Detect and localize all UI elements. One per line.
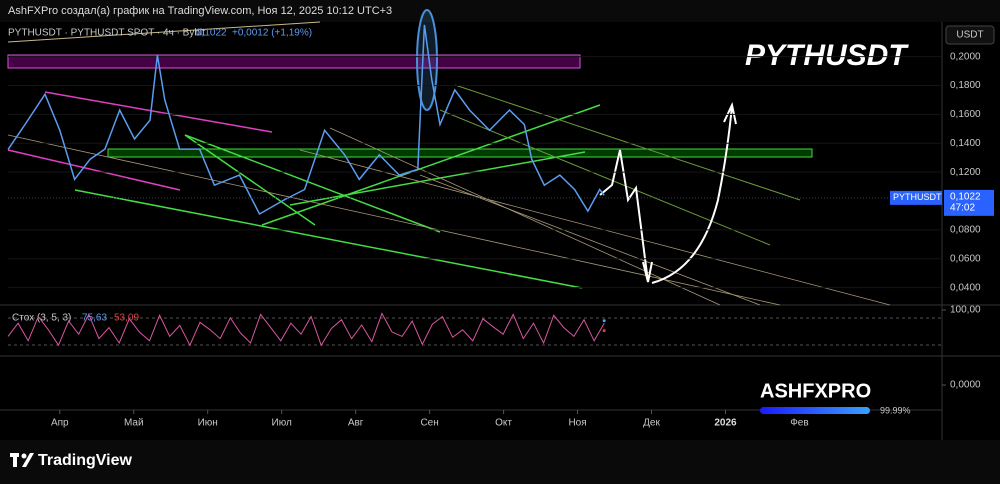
stoch-tick-label: 100,00 (950, 305, 981, 316)
trend-line (289, 151, 586, 206)
progress-bar (760, 407, 870, 414)
x-tick-label: Авг (348, 418, 364, 429)
footer-logo-icon (10, 453, 34, 467)
annotation: PYTHUSDT (745, 39, 909, 72)
trend-line (299, 149, 891, 306)
stoch-name: Стох (3, 5, 3) (12, 313, 71, 324)
price-tag-countdown: 47:02 (950, 203, 975, 214)
x-tick-label: Дек (643, 418, 660, 429)
x-tick-label: Июн (198, 418, 218, 429)
trend-line (74, 189, 583, 289)
legend-change: +0,0012 (+1,19%) (232, 28, 312, 39)
currency: USDT (956, 30, 983, 41)
y-tick-label: 0,0800 (950, 225, 981, 236)
y-tick-label: 0,0400 (950, 282, 981, 293)
y-tick-label: 0,1400 (950, 138, 981, 149)
y-tick-label: 0,2000 (950, 51, 981, 62)
attribution: AshFXPro создал(а) график на TradingView… (8, 5, 392, 17)
x-tick-label: Апр (51, 418, 69, 429)
trend-line (184, 134, 316, 226)
price-tag-value: 0,1022 (950, 192, 981, 203)
stoch-k: 75,63 (82, 313, 107, 324)
chart-area (0, 22, 1000, 440)
stoch-k-marker (602, 319, 606, 323)
footer-logo: TradingView (38, 452, 133, 469)
stoch-line (7, 312, 605, 347)
brand-progress-label: 99.99% (880, 405, 911, 415)
trend-line (7, 149, 181, 191)
trend-line (439, 109, 771, 246)
price-line (7, 24, 605, 216)
stoch-d: 53,09 (114, 313, 139, 324)
price-tag-name-box (890, 190, 942, 205)
trend-line (419, 174, 761, 306)
trend-line (454, 84, 801, 201)
y-tick-label: 0,0600 (950, 253, 981, 264)
currency-box (945, 25, 995, 45)
zone-rect (107, 148, 813, 158)
brand-name: ASHFXPRO (760, 380, 871, 402)
y-tick-label: 0,1200 (950, 167, 981, 178)
x-tick-label: 2026 (714, 418, 737, 429)
x-tick-label: Окт (495, 418, 512, 429)
trend-line (184, 134, 441, 233)
price-tag-box (944, 189, 994, 216)
legend-price: 0,1022 (196, 28, 227, 39)
x-tick-label: Сен (420, 418, 438, 429)
x-tick-label: Июл (272, 418, 292, 429)
trend-line (329, 127, 721, 306)
x-tick-label: Ноя (568, 418, 586, 429)
y-tick-label: 0,1600 (950, 109, 981, 120)
trend-line (261, 104, 601, 226)
lower-pane-tick-label: 0,0000 (950, 380, 981, 391)
x-tick-label: Май (124, 418, 144, 429)
x-tick-label: Фев (790, 418, 808, 429)
symbol-legend: PYTHUSDT · PYTHUSDT SPOT · 4ч · Bybit (8, 28, 205, 39)
trend-line (44, 91, 273, 133)
trend-line (7, 21, 321, 43)
y-tick-label: 0,1800 (950, 80, 981, 91)
price-tag-name: PYTHUSDT (893, 192, 942, 202)
stoch-d-marker (602, 329, 606, 333)
forecast-arrow (599, 101, 737, 284)
trend-line (7, 134, 781, 306)
